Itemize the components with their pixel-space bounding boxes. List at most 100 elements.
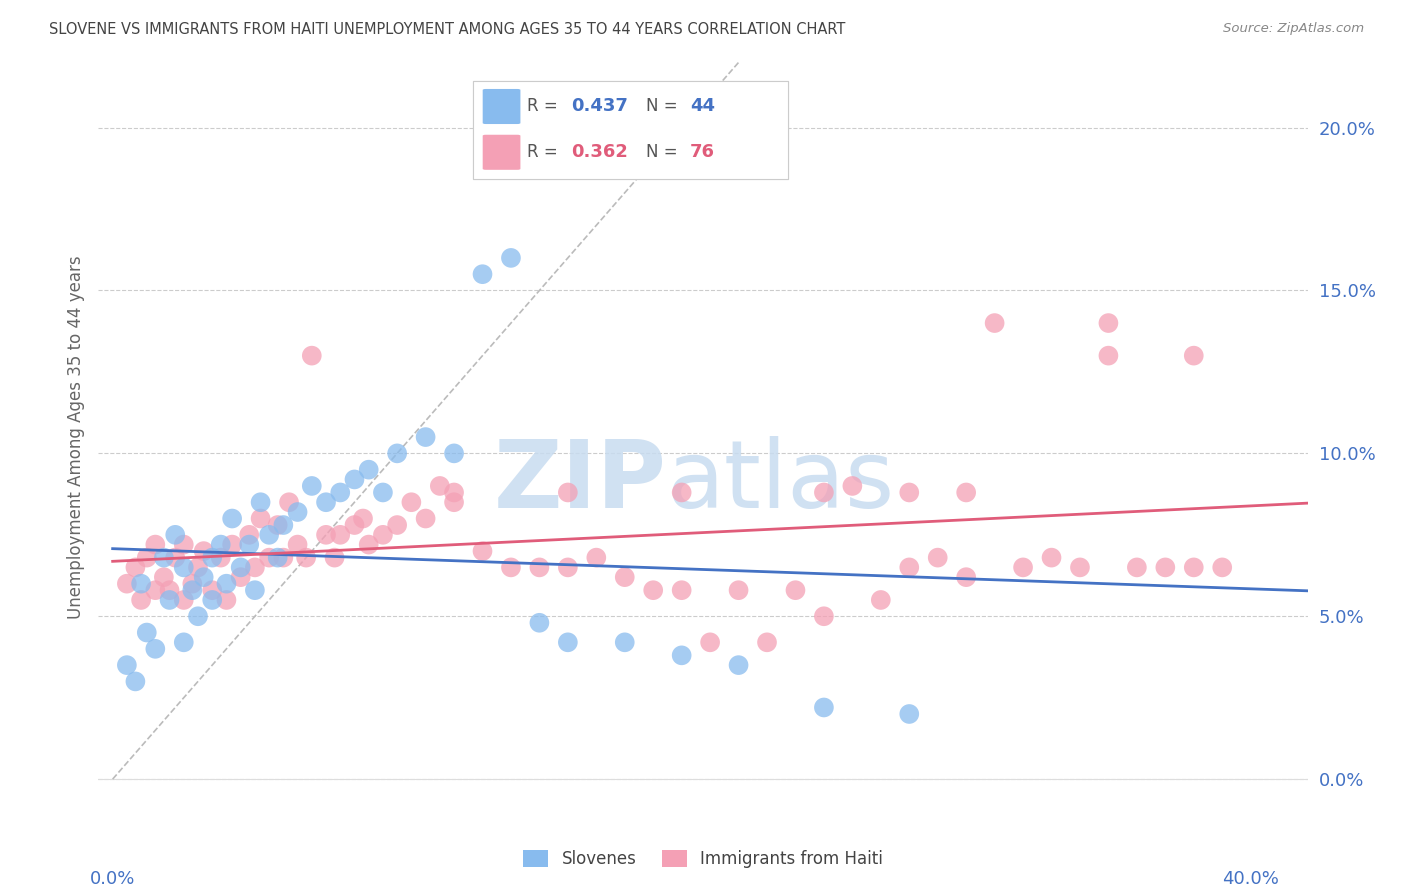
Point bbox=[173, 635, 195, 649]
Point bbox=[301, 479, 323, 493]
Point bbox=[159, 593, 181, 607]
Point bbox=[115, 576, 138, 591]
Point bbox=[1182, 560, 1205, 574]
Point bbox=[869, 593, 891, 607]
Point bbox=[613, 570, 636, 584]
Point bbox=[415, 511, 437, 525]
Point bbox=[557, 485, 579, 500]
Point bbox=[471, 544, 494, 558]
Point bbox=[273, 518, 295, 533]
Point bbox=[143, 583, 166, 598]
Point bbox=[215, 593, 238, 607]
Point bbox=[385, 518, 408, 533]
Point bbox=[135, 550, 157, 565]
Point bbox=[187, 560, 209, 574]
Point bbox=[221, 538, 243, 552]
Point bbox=[813, 609, 835, 624]
Point bbox=[201, 593, 224, 607]
Point bbox=[229, 570, 252, 584]
Text: atlas: atlas bbox=[666, 436, 896, 528]
Point bbox=[983, 316, 1005, 330]
Point bbox=[173, 593, 195, 607]
Point bbox=[266, 518, 288, 533]
Point bbox=[257, 550, 280, 565]
Point bbox=[443, 485, 465, 500]
Point bbox=[898, 706, 921, 721]
Legend: Slovenes, Immigrants from Haiti: Slovenes, Immigrants from Haiti bbox=[516, 843, 890, 875]
Point bbox=[557, 635, 579, 649]
Point bbox=[115, 658, 138, 673]
Point bbox=[727, 583, 749, 598]
Point bbox=[371, 528, 394, 542]
Point bbox=[193, 544, 215, 558]
Point bbox=[266, 550, 288, 565]
Point bbox=[785, 583, 807, 598]
Y-axis label: Unemployment Among Ages 35 to 44 years: Unemployment Among Ages 35 to 44 years bbox=[66, 255, 84, 619]
Point bbox=[215, 576, 238, 591]
Point bbox=[927, 550, 949, 565]
Point bbox=[129, 593, 152, 607]
Point bbox=[898, 485, 921, 500]
Point bbox=[371, 485, 394, 500]
Point bbox=[841, 479, 863, 493]
Point bbox=[385, 446, 408, 460]
Point bbox=[173, 560, 195, 574]
Point bbox=[243, 583, 266, 598]
Point bbox=[1012, 560, 1035, 574]
Point bbox=[329, 485, 352, 500]
Point bbox=[278, 495, 301, 509]
Point bbox=[471, 267, 494, 281]
Point bbox=[295, 550, 318, 565]
Point bbox=[287, 538, 309, 552]
Point bbox=[357, 538, 380, 552]
Point bbox=[301, 349, 323, 363]
Point bbox=[443, 495, 465, 509]
Point bbox=[323, 550, 346, 565]
Point bbox=[249, 495, 271, 509]
Point bbox=[343, 518, 366, 533]
Point bbox=[955, 485, 977, 500]
Point bbox=[209, 550, 232, 565]
Point bbox=[201, 550, 224, 565]
Point bbox=[187, 609, 209, 624]
Text: SLOVENE VS IMMIGRANTS FROM HAITI UNEMPLOYMENT AMONG AGES 35 TO 44 YEARS CORRELAT: SLOVENE VS IMMIGRANTS FROM HAITI UNEMPLO… bbox=[49, 22, 845, 37]
Point bbox=[671, 485, 693, 500]
Point bbox=[1097, 316, 1119, 330]
Point bbox=[727, 658, 749, 673]
Point bbox=[357, 463, 380, 477]
Point bbox=[181, 576, 204, 591]
Point bbox=[181, 583, 204, 598]
Point bbox=[898, 560, 921, 574]
Point bbox=[243, 560, 266, 574]
Point bbox=[229, 560, 252, 574]
Text: 0.0%: 0.0% bbox=[90, 871, 135, 888]
Point bbox=[165, 528, 187, 542]
Point bbox=[352, 511, 374, 525]
Point bbox=[124, 560, 146, 574]
Point bbox=[315, 528, 337, 542]
Point bbox=[1040, 550, 1063, 565]
Point bbox=[1126, 560, 1149, 574]
Point bbox=[1154, 560, 1177, 574]
Point bbox=[499, 560, 522, 574]
Point bbox=[643, 583, 665, 598]
Text: ZIP: ZIP bbox=[494, 436, 666, 528]
Point bbox=[209, 538, 232, 552]
Point bbox=[143, 538, 166, 552]
Point bbox=[238, 528, 260, 542]
Point bbox=[273, 550, 295, 565]
Point bbox=[1069, 560, 1091, 574]
Point bbox=[955, 570, 977, 584]
Point bbox=[193, 570, 215, 584]
Point bbox=[238, 538, 260, 552]
Point bbox=[165, 550, 187, 565]
Point bbox=[671, 583, 693, 598]
Point bbox=[1211, 560, 1233, 574]
Point bbox=[813, 700, 835, 714]
Point bbox=[124, 674, 146, 689]
Point bbox=[529, 615, 551, 630]
Point bbox=[143, 641, 166, 656]
Point bbox=[756, 635, 779, 649]
Point bbox=[257, 528, 280, 542]
Point bbox=[813, 485, 835, 500]
